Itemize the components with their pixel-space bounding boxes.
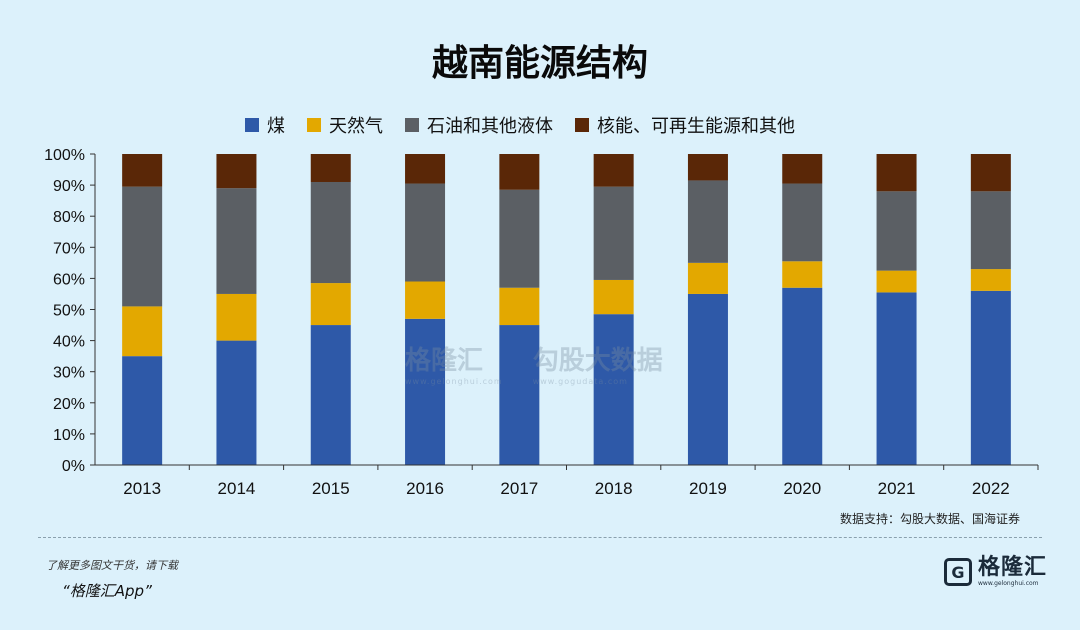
legend-label-oil: 石油和其他液体 (427, 116, 553, 137)
brand-text: 格隆汇 www.gelonghui.com (978, 557, 1047, 587)
bar-segment-renewables (122, 154, 163, 187)
legend-item-gas: 天然气 (307, 112, 383, 138)
y-tick-label: 90% (53, 178, 85, 195)
promo-app-name: “格隆汇App” (62, 582, 152, 600)
legend-item-oil: 石油和其他液体 (405, 112, 553, 138)
bar-segment-renewables (782, 154, 823, 184)
bar-segment-coal (970, 290, 1011, 465)
bar-segment-renewables (687, 154, 728, 181)
bar-segment-gas (593, 279, 634, 315)
footer-divider (38, 537, 1042, 538)
x-tick-label: 2014 (218, 479, 256, 498)
bar-segment-oil (876, 191, 917, 271)
x-tick-label: 2015 (312, 479, 350, 498)
brand-name: 格隆汇 (978, 555, 1048, 580)
bar-segment-renewables (593, 154, 634, 187)
bar-segment-renewables (216, 154, 257, 189)
x-tick-label: 2018 (595, 479, 633, 498)
bar-segment-coal (405, 318, 446, 465)
bar-segment-coal (593, 314, 634, 465)
y-tick-label: 40% (53, 334, 85, 351)
y-tick-label: 10% (53, 427, 85, 444)
bar-segment-oil (970, 191, 1011, 270)
y-tick-label: 20% (53, 396, 85, 413)
x-tick-label: 2017 (500, 479, 538, 498)
legend-swatch-renewables (575, 118, 589, 132)
y-tick-label: 100% (44, 147, 85, 164)
x-tick-label: 2013 (123, 479, 161, 498)
bar-segment-gas (405, 281, 446, 319)
bar-segment-coal (216, 340, 257, 465)
y-tick-label: 50% (53, 303, 85, 320)
x-tick-label: 2022 (972, 479, 1010, 498)
x-tick-label: 2021 (878, 479, 916, 498)
y-tick-label: 80% (53, 209, 85, 226)
y-tick-label: 30% (53, 365, 85, 382)
bar-segment-coal (499, 325, 540, 465)
stacked-bar-chart: 0% 10% 20% 30% 40% 50% 60% 70% 80% 90% 100% 2013 201… (44, 147, 1039, 498)
bar-segment-gas (216, 293, 257, 341)
brand-url: www.gelonghui.com (978, 580, 1039, 587)
bar-segment-gas (876, 270, 917, 293)
x-tick-label: 2016 (406, 479, 444, 498)
bar-segment-coal (687, 293, 728, 465)
brand-logo-icon: G (944, 558, 972, 586)
bar-segment-oil (593, 186, 634, 280)
bar-segment-renewables (405, 154, 446, 184)
bar-segment-renewables (876, 154, 917, 192)
data-source: 数据支持：勾股大数据、国海证券 (840, 512, 1021, 526)
bar-segment-gas (310, 283, 351, 326)
bar-segment-oil (216, 188, 257, 294)
bar-segment-gas (782, 261, 823, 288)
bar-segment-coal (782, 287, 823, 465)
y-tick-label: 0% (62, 458, 85, 475)
bar-segment-gas (687, 262, 728, 294)
legend-label-gas: 天然气 (329, 116, 383, 137)
legend-item-coal: 煤 (245, 112, 285, 138)
bar-segment-coal (122, 356, 163, 465)
bar-segment-oil (310, 181, 351, 284)
bar-segment-oil (499, 189, 540, 288)
bar-segment-coal (310, 325, 351, 465)
bar-segment-oil (687, 180, 728, 263)
bar-segment-oil (405, 183, 446, 282)
x-tick-label: 2020 (783, 479, 821, 498)
x-tick-label: 2019 (689, 479, 727, 498)
bar-segment-renewables (310, 154, 351, 182)
y-tick-label: 70% (53, 240, 85, 257)
legend-swatch-oil (405, 118, 419, 132)
bar-segment-gas (122, 306, 163, 357)
bar-segment-oil (782, 183, 823, 262)
bar-segment-oil (122, 186, 163, 307)
bar-segment-renewables (499, 154, 540, 190)
legend-item-renewables: 核能、可再生能源和其他 (575, 112, 795, 138)
promo-text: 了解更多图文干货，请下载 (46, 559, 178, 572)
bar-segment-gas (970, 269, 1011, 291)
legend: 煤 天然气 石油和其他液体 核能、可再生能源和其他 (245, 112, 795, 138)
legend-label-coal: 煤 (267, 116, 285, 137)
y-tick-label: 60% (53, 271, 85, 288)
bar-segment-renewables (970, 154, 1011, 192)
legend-label-renewables: 核能、可再生能源和其他 (597, 116, 795, 137)
chart-title: 越南能源结构 (431, 43, 648, 84)
bar-segment-gas (499, 287, 540, 326)
legend-swatch-gas (307, 118, 321, 132)
legend-swatch-coal (245, 118, 259, 132)
brand-logo-block: G 格隆汇 www.gelonghui.com (944, 557, 1047, 587)
bar-segment-coal (876, 292, 917, 465)
